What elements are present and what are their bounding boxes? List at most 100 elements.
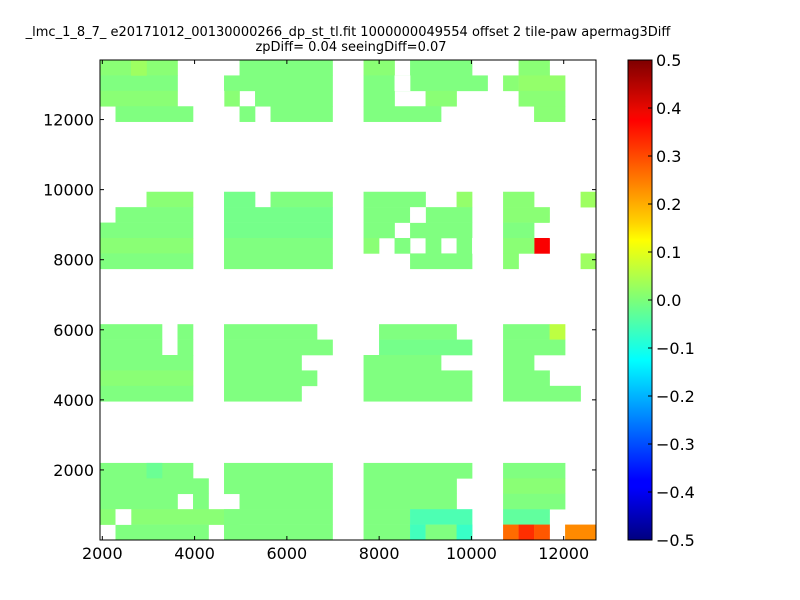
heatmap-cell xyxy=(177,324,194,340)
heatmap-empty-cell xyxy=(115,509,132,525)
heatmap-cell xyxy=(100,324,163,340)
heatmap-cell xyxy=(270,106,333,122)
heatmap-cell xyxy=(100,509,240,525)
heatmap-cell xyxy=(363,191,426,208)
heatmap-cell xyxy=(503,191,535,208)
heatmap-cell xyxy=(518,75,566,92)
colorbar-tick-label: −0.4 xyxy=(656,483,695,502)
heatmap-cell xyxy=(363,509,411,525)
heatmap-cell xyxy=(100,493,178,510)
heatmap-cell xyxy=(224,509,333,525)
heatmap-cell xyxy=(100,222,194,239)
heatmap-cell xyxy=(224,462,333,479)
heatmap-cell xyxy=(100,385,194,402)
heatmap-cell xyxy=(503,370,550,387)
heatmap-cell xyxy=(224,478,333,495)
heatmap-cell xyxy=(503,222,535,239)
heatmap-cell xyxy=(270,191,333,208)
heatmap-cell xyxy=(410,60,473,76)
heatmap-cell xyxy=(224,355,302,371)
heatmap-cell xyxy=(503,253,519,270)
y-tick-label: 6000 xyxy=(53,321,94,340)
heatmap-cell xyxy=(410,222,473,239)
heatmap-cell xyxy=(394,237,411,254)
heatmap-cell xyxy=(518,60,550,76)
heatmap-cell xyxy=(425,237,442,254)
heatmap-cell xyxy=(503,324,550,340)
heatmap-cell xyxy=(224,90,240,107)
heatmap-cell xyxy=(363,222,395,239)
heatmap-cell xyxy=(100,75,178,92)
heatmap-cell xyxy=(565,524,596,540)
heatmap-cell xyxy=(379,339,473,356)
heatmap-cell xyxy=(100,478,209,495)
heatmap-empty-cell xyxy=(208,90,225,107)
heatmap-cell xyxy=(100,253,194,270)
colorbar-tick-label: 0.5 xyxy=(656,51,681,70)
colorbar-ticks: 0.5 0.4 0.3 0.2 0.1 0.0 −0.1 −0.2 −0.3 −0.4 −0.5 xyxy=(648,51,695,550)
heatmap-cell xyxy=(224,75,333,92)
heatmap-cell xyxy=(224,339,333,356)
heatmap-cell xyxy=(224,253,333,270)
heatmap-empty-cell xyxy=(410,207,426,223)
heatmap-cell xyxy=(224,370,318,387)
heatmap-cell xyxy=(503,478,566,495)
heatmap-cell xyxy=(503,385,581,402)
heatmap-cell xyxy=(100,355,194,371)
heatmap-empty-cell xyxy=(472,237,488,254)
heatmap-cell xyxy=(115,207,194,223)
heatmap-cell xyxy=(410,509,473,525)
heatmap-cell xyxy=(503,207,550,223)
heatmap-cell xyxy=(363,237,380,254)
heatmap-cell xyxy=(162,478,178,495)
heatmap-cell xyxy=(100,339,163,356)
heatmap-cell xyxy=(363,75,488,92)
colorbar-tick-label: 0.3 xyxy=(656,147,681,166)
heatmap-cell xyxy=(363,60,395,76)
chart-title-line-1: _lmc_1_8_7_ e20171012_00130000266_dp_st_… xyxy=(25,25,671,40)
heatmap-cell xyxy=(503,493,566,510)
y-tick-label: 8000 xyxy=(53,251,94,270)
heatmap-cell xyxy=(534,237,550,254)
x-tick-label: 2000 xyxy=(82,544,123,563)
heatmap-cell xyxy=(503,524,519,540)
heatmap-cell xyxy=(503,237,535,254)
heatmap-cell xyxy=(239,60,333,76)
heatmap-cell xyxy=(177,339,194,356)
y-tick-label: 12000 xyxy=(43,111,94,130)
heatmap-cell xyxy=(363,385,473,402)
heatmap-cell xyxy=(363,524,411,540)
colorbar-tick-label: 0.1 xyxy=(656,243,681,262)
colorbar-tick-label: −0.5 xyxy=(656,531,695,550)
heatmap-cell xyxy=(379,324,457,340)
heatmap-cell xyxy=(534,106,566,122)
heatmap-cell xyxy=(131,60,147,76)
axes: 2000 4000 6000 8000 10000 12000 2000 4000 6000 80… xyxy=(43,60,596,563)
heatmap-cell xyxy=(363,493,457,510)
heatmap-cell xyxy=(224,207,333,223)
colorbar-tick-label: 0.0 xyxy=(656,291,681,310)
heatmap-cell xyxy=(518,524,535,540)
heatmap-cell xyxy=(115,524,209,540)
heatmap-cell xyxy=(100,90,178,107)
x-tick-label: 12000 xyxy=(538,544,589,563)
heatmap-cell xyxy=(363,478,457,495)
heatmap-cell xyxy=(224,237,333,254)
y-tick-label: 2000 xyxy=(53,461,94,480)
x-tick-label: 6000 xyxy=(267,544,308,563)
y-tick-label: 4000 xyxy=(53,391,94,410)
heatmap-cell xyxy=(503,355,535,371)
x-tick-label: 4000 xyxy=(174,544,215,563)
heatmap-cell xyxy=(456,191,473,208)
heatmap-cell xyxy=(100,370,194,387)
heatmap-empty-cell xyxy=(394,75,411,92)
colorbar-tick-label: 0.2 xyxy=(656,195,681,214)
heatmap-cell xyxy=(503,75,519,92)
heatmap-cell xyxy=(456,524,473,540)
heatmap-cell xyxy=(549,324,566,340)
heatmap-cell xyxy=(580,191,596,208)
heatmap-cell xyxy=(580,253,596,270)
colorbar-tick-label: 0.4 xyxy=(656,99,681,118)
